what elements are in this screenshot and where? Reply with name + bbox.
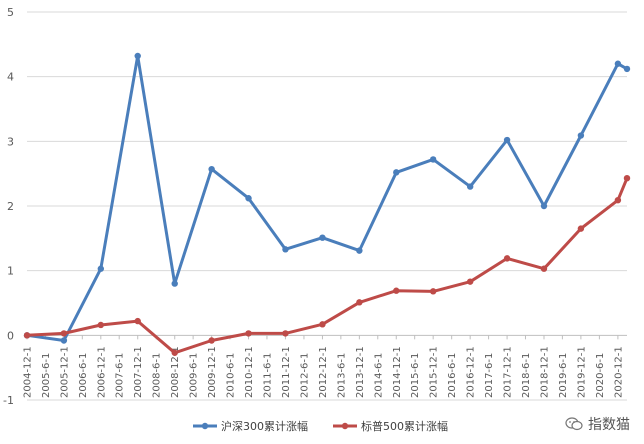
x-tick-label: 2012-6-1 bbox=[299, 353, 310, 398]
x-tick-label: 2020-6-1 bbox=[595, 353, 606, 398]
x-tick-label: 2015-12-1 bbox=[429, 346, 440, 398]
data-point bbox=[356, 299, 363, 306]
data-point bbox=[393, 287, 400, 294]
y-axis: -1 0 1 2 3 4 5 bbox=[3, 6, 14, 407]
legend-marker-2 bbox=[341, 422, 349, 430]
data-point bbox=[614, 60, 622, 67]
data-point bbox=[356, 247, 363, 254]
data-point bbox=[245, 330, 252, 337]
x-tick-label: 2019-12-1 bbox=[576, 346, 587, 398]
x-tick-label: 2009-6-1 bbox=[189, 353, 200, 398]
data-point bbox=[429, 288, 437, 295]
x-tick-label: 2011-6-1 bbox=[262, 353, 273, 398]
data-point bbox=[623, 65, 631, 73]
x-tick-label: 2013-6-1 bbox=[336, 353, 347, 398]
x-tick-label: 2007-12-1 bbox=[133, 346, 144, 398]
data-point bbox=[577, 132, 585, 139]
x-tick-label: 2012-12-1 bbox=[318, 346, 329, 398]
data-point bbox=[623, 174, 631, 182]
data-point bbox=[466, 183, 474, 190]
data-point bbox=[393, 169, 400, 176]
watermark: 指数猫 bbox=[565, 414, 630, 434]
x-tick-label: 2013-12-1 bbox=[355, 346, 366, 398]
series-group bbox=[23, 52, 631, 356]
data-point bbox=[282, 246, 289, 253]
data-point bbox=[429, 156, 437, 163]
data-point bbox=[134, 317, 141, 325]
x-tick-label: 2014-12-1 bbox=[392, 346, 403, 398]
x-tick-label: 2005-6-1 bbox=[41, 353, 52, 398]
gridlines bbox=[27, 11, 627, 401]
series-line-1 bbox=[26, 54, 628, 342]
data-point bbox=[319, 234, 326, 241]
data-point bbox=[208, 165, 215, 173]
x-tick-label: 2005-12-1 bbox=[59, 346, 70, 398]
x-tick-label: 2014-6-1 bbox=[373, 353, 384, 398]
data-point bbox=[245, 195, 252, 202]
wechat-icon bbox=[565, 417, 583, 431]
y-tick-label: 3 bbox=[7, 135, 14, 148]
x-tick-label: 2006-6-1 bbox=[78, 353, 89, 398]
x-tick-label: 2019-6-1 bbox=[558, 353, 569, 398]
data-point bbox=[282, 330, 289, 337]
x-tick-label: 2006-12-1 bbox=[96, 346, 107, 398]
x-tick-label: 2010-6-1 bbox=[226, 353, 237, 398]
data-point bbox=[60, 330, 68, 337]
x-tick-label: 2020-12-1 bbox=[613, 346, 624, 398]
y-tick-label: 0 bbox=[7, 329, 14, 342]
x-tick-label: 2004-12-1 bbox=[23, 346, 34, 398]
data-point bbox=[503, 255, 511, 262]
data-point bbox=[614, 196, 622, 204]
x-tick-label: 2008-6-1 bbox=[152, 353, 163, 398]
x-tick-label: 2008-12-1 bbox=[170, 346, 181, 398]
legend: 沪深300累计涨幅 标普500累计涨幅 bbox=[193, 419, 448, 433]
x-tick-label: 2018-6-1 bbox=[521, 353, 532, 398]
y-tick-label: 5 bbox=[7, 6, 14, 19]
data-point bbox=[540, 202, 548, 210]
legend-marker-1 bbox=[201, 422, 209, 430]
data-point bbox=[171, 280, 178, 287]
data-point bbox=[97, 265, 105, 272]
y-tick-label: 4 bbox=[7, 71, 14, 84]
data-point bbox=[319, 321, 326, 328]
x-tick-label: 2011-12-1 bbox=[281, 346, 292, 398]
data-point bbox=[60, 337, 68, 344]
legend-label-1: 沪深300累计涨幅 bbox=[221, 419, 308, 433]
x-tick-label: 2016-6-1 bbox=[447, 353, 458, 398]
data-point bbox=[466, 278, 474, 285]
x-axis: 2004-12-1 2005-6-1 2005-12-1 2006-6-1 2006-1… bbox=[23, 335, 624, 398]
x-tick-label: 2017-6-1 bbox=[484, 353, 495, 398]
y-tick-label: 1 bbox=[7, 265, 14, 278]
data-point bbox=[23, 332, 31, 339]
x-tick-label: 2009-12-1 bbox=[207, 346, 218, 398]
data-point bbox=[577, 225, 585, 232]
y-tick-label: -1 bbox=[3, 394, 14, 407]
data-point bbox=[208, 337, 215, 344]
x-tick-label: 2017-12-1 bbox=[503, 346, 514, 398]
data-point bbox=[540, 265, 548, 272]
x-tick-label: 2010-12-1 bbox=[244, 346, 255, 398]
legend-label-2: 标普500累计涨幅 bbox=[361, 419, 448, 433]
data-point bbox=[503, 136, 511, 144]
data-point bbox=[134, 52, 141, 60]
data-point bbox=[97, 321, 105, 329]
data-point bbox=[171, 349, 178, 356]
x-tick-label: 2007-6-1 bbox=[115, 353, 126, 398]
y-tick-label: 2 bbox=[7, 200, 14, 213]
x-tick-label: 2018-12-1 bbox=[539, 346, 550, 398]
series-line-2 bbox=[26, 177, 629, 355]
x-tick-label: 2015-6-1 bbox=[410, 353, 421, 398]
watermark-text: 指数猫 bbox=[588, 417, 630, 433]
x-tick-label: 2016-12-1 bbox=[466, 346, 477, 398]
